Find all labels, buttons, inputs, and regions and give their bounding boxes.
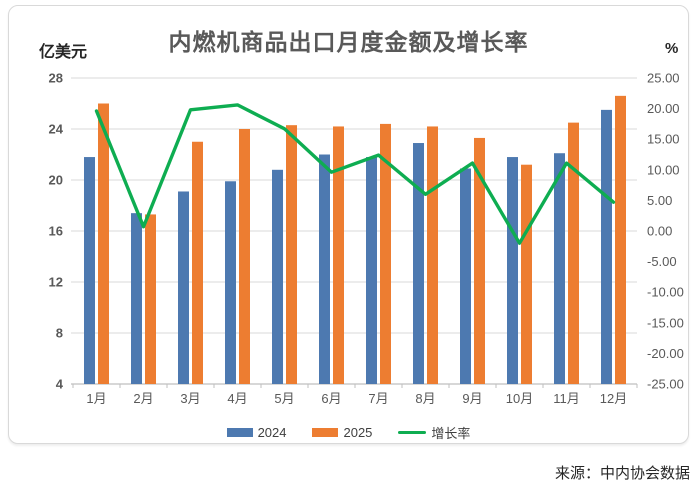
bar-2024-4月 (225, 181, 236, 384)
bar-2025-2月 (145, 214, 156, 384)
bar-2024-3月 (178, 191, 189, 384)
month-label-3月: 3月 (180, 391, 200, 406)
left-tick-4: 4 (56, 377, 64, 392)
left-tick-16: 16 (49, 224, 63, 239)
plot-area: 28 24 20 16 12 8 4 25.00 20.00 15.00 10.00 5.00 0.00… (49, 71, 684, 407)
month-label-5月: 5月 (274, 391, 294, 406)
month-label-12月: 12月 (600, 391, 627, 406)
legend-swatch-2024 (226, 428, 253, 437)
chart-title: 内燃机商品出口月度金额及增长率 (168, 29, 529, 55)
left-tick-28: 28 (49, 71, 63, 86)
month-label-8月: 8月 (415, 391, 435, 406)
right-tick-0.00: 0.00 (647, 224, 672, 239)
growth-rate-line (94, 103, 616, 245)
bar-2024-6月 (319, 154, 330, 384)
legend-item-2024: 2024 (226, 425, 287, 440)
bar-2024-9月 (460, 168, 471, 384)
left-tick-12: 12 (49, 275, 63, 290)
legend: 2024 2025 增长率 (9, 423, 688, 442)
bar-2025-11月 (568, 122, 579, 384)
x-axis-tickmarks (72, 384, 638, 388)
right-tick-10.00: 10.00 (647, 162, 680, 177)
bars-2025 (98, 95, 626, 385)
left-axis-tick-labels: 28 24 20 16 12 8 4 (49, 71, 64, 392)
legend-swatch-2025 (312, 428, 339, 437)
left-tick-24: 24 (49, 122, 64, 137)
left-tick-8: 8 (56, 326, 63, 341)
bar-2025-7月 (380, 123, 391, 385)
right-axis-unit-label: % (665, 40, 679, 57)
right-tick--20.00: -20.00 (647, 346, 684, 361)
bar-2025-10月 (521, 164, 532, 384)
right-tick-20.00: 20.00 (647, 101, 680, 116)
bar-2024-10月 (507, 157, 518, 384)
month-label-9月: 9月 (462, 391, 482, 406)
chart-frame: 内燃机商品出口月度金额及增长率 亿美元 % 28 24 20 16 12 8 4 25.00 2… (8, 5, 689, 444)
bar-2025-6月 (333, 126, 344, 384)
bar-2024-7月 (366, 157, 377, 384)
left-axis-unit-label: 亿美元 (39, 44, 88, 61)
source-note: 来源：中内协会数据 (554, 465, 690, 482)
bar-2024-1月 (84, 157, 95, 384)
legend-item-2025: 2025 (312, 425, 372, 440)
bar-2025-8月 (427, 126, 438, 384)
bar-2025-3月 (192, 141, 203, 384)
legend-label-2024: 2024 (257, 425, 287, 440)
bar-2025-12月 (615, 95, 626, 384)
bar-2025-9月 (474, 137, 485, 384)
legend-label-growth-rate: 增长率 (431, 426, 471, 441)
bar-2024-2月 (131, 213, 142, 384)
bar-2024-11月 (554, 153, 565, 384)
month-label-10月: 10月 (506, 391, 533, 406)
month-label-6月: 6月 (321, 391, 341, 406)
right-axis-tick-labels: 25.00 20.00 15.00 10.00 5.00 0.00 -5.00 -10.00 -… (647, 71, 684, 392)
bar-2024-12月 (601, 109, 612, 384)
bar-2025-5月 (286, 125, 297, 385)
month-label-2月: 2月 (133, 391, 153, 406)
right-tick--15.00: -15.00 (647, 315, 684, 330)
month-label-11月: 11月 (553, 391, 580, 406)
right-tick-25.00: 25.00 (647, 71, 680, 86)
month-label-1月: 1月 (86, 391, 106, 406)
right-tick-5.00: 5.00 (647, 193, 672, 208)
legend-label-2025: 2025 (343, 425, 373, 440)
x-axis-category-labels: 1月 2月 3月 4月 5月 6月 7月 8月 9月 10月 11月 12月 (86, 391, 627, 406)
legend-item-growth-rate: 增长率 (398, 423, 470, 442)
right-tick-15.00: 15.00 (647, 132, 680, 147)
bars-2024 (84, 109, 612, 384)
bar-2025-1月 (98, 103, 109, 384)
month-label-7月: 7月 (368, 391, 388, 406)
right-tick--25.00: -25.00 (647, 377, 684, 392)
bar-2025-4月 (239, 129, 250, 384)
left-tick-20: 20 (49, 173, 63, 188)
right-tick--5.00: -5.00 (647, 254, 677, 269)
bar-2024-8月 (413, 143, 424, 384)
legend-swatch-growth-line (398, 430, 427, 435)
bar-2024-5月 (272, 169, 283, 384)
month-label-4月: 4月 (227, 391, 247, 406)
right-tick--10.00: -10.00 (647, 285, 684, 300)
